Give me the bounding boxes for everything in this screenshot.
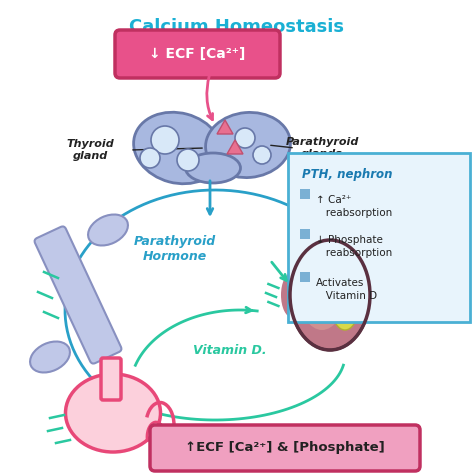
Ellipse shape	[206, 112, 291, 178]
FancyBboxPatch shape	[101, 358, 121, 400]
Bar	[300, 189, 310, 199]
Circle shape	[177, 149, 199, 171]
Polygon shape	[217, 120, 233, 134]
Ellipse shape	[30, 341, 70, 373]
Text: Calcium Homeostasis: Calcium Homeostasis	[129, 18, 345, 36]
FancyBboxPatch shape	[288, 153, 470, 322]
Ellipse shape	[290, 240, 370, 350]
Text: ↑ Ca²⁺
   reabsorption: ↑ Ca²⁺ reabsorption	[316, 195, 392, 218]
Text: PTH, nephron: PTH, nephron	[302, 168, 392, 181]
Text: ↓ ECF [Ca²⁺]: ↓ ECF [Ca²⁺]	[149, 47, 245, 61]
Ellipse shape	[281, 273, 303, 318]
Ellipse shape	[300, 260, 345, 330]
Ellipse shape	[185, 153, 240, 183]
Text: Parathyroid
Hormone: Parathyroid Hormone	[134, 235, 216, 263]
Text: ↑ECF [Ca²⁺] & [Phosphate]: ↑ECF [Ca²⁺] & [Phosphate]	[185, 441, 385, 455]
Circle shape	[140, 148, 160, 168]
Text: Thyroid
gland: Thyroid gland	[66, 139, 114, 161]
Circle shape	[235, 128, 255, 148]
Ellipse shape	[134, 112, 222, 184]
FancyBboxPatch shape	[35, 227, 121, 364]
Bar	[300, 272, 310, 282]
FancyBboxPatch shape	[115, 30, 280, 78]
Text: ↓ Phosphate
   reabsorption: ↓ Phosphate reabsorption	[316, 235, 392, 258]
Text: Vitamin D.: Vitamin D.	[193, 344, 267, 356]
Ellipse shape	[65, 375, 161, 450]
Bar	[300, 229, 310, 239]
Circle shape	[253, 146, 271, 164]
Circle shape	[151, 126, 179, 154]
Text: Activates
   Vitamin D: Activates Vitamin D	[316, 278, 377, 301]
Polygon shape	[227, 140, 243, 154]
Text: Parathyroid
glands: Parathyroid glands	[285, 137, 359, 159]
FancyBboxPatch shape	[150, 425, 420, 471]
Ellipse shape	[332, 290, 357, 330]
Ellipse shape	[88, 215, 128, 246]
